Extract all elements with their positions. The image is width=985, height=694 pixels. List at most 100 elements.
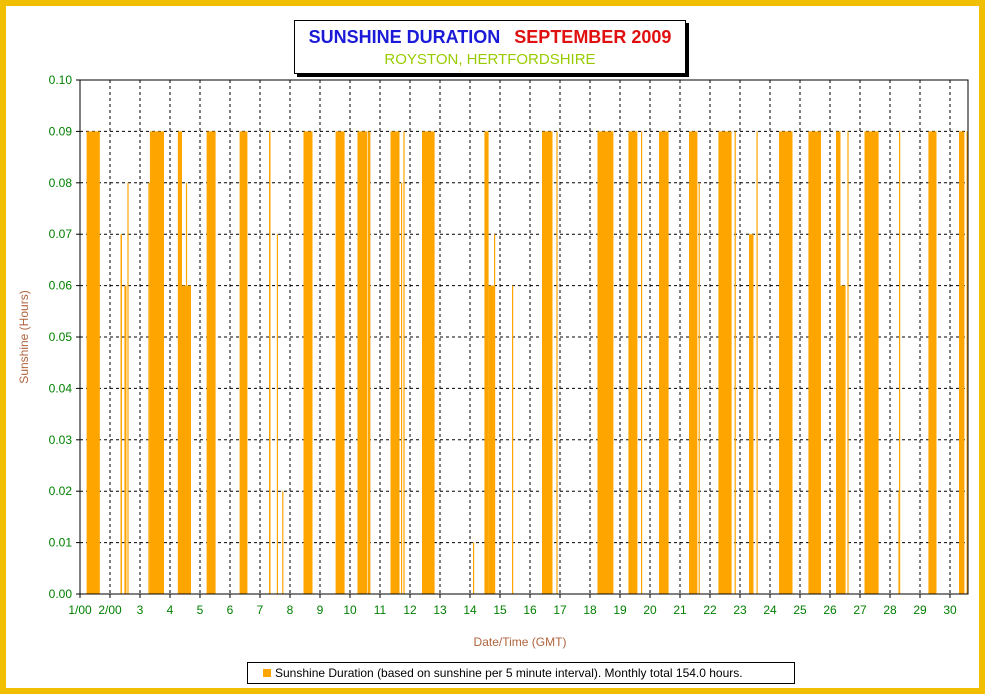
sunshine-bar <box>899 131 901 594</box>
bars <box>86 131 968 595</box>
legend-label: Sunshine Duration (based on sunshine per… <box>275 666 743 680</box>
x-tick-label: 1/00 <box>68 603 92 617</box>
x-tick-label: 25 <box>793 603 807 617</box>
x-tick-label: 30 <box>943 603 957 617</box>
sunshine-bar <box>124 285 127 594</box>
sunshine-bar <box>148 182 150 595</box>
sunshine-bar <box>597 131 614 594</box>
plot-border <box>79 79 969 595</box>
title-box: SUNSHINE DURATION SEPTEMBER 2009 ROYSTON,… <box>294 20 686 74</box>
x-tick-label: 18 <box>583 603 597 617</box>
sunshine-bar <box>269 131 271 594</box>
sunshine-bar <box>120 234 122 594</box>
sunshine-bar <box>864 131 879 594</box>
sunshine-bar <box>734 131 736 594</box>
x-tick-label: 5 <box>197 603 204 617</box>
y-tick-label: 0.02 <box>49 484 73 498</box>
x-tick-label: 2/00 <box>98 603 122 617</box>
sunshine-bar <box>689 131 698 594</box>
y-tick-label: 0.04 <box>49 381 73 395</box>
sunshine-bar <box>390 131 400 594</box>
sunshine-bar <box>698 182 700 595</box>
sunshine-bar <box>959 131 965 594</box>
chart-subtitle: ROYSTON, HERTFORDSHIRE <box>384 51 596 68</box>
chart-period: SEPTEMBER 2009 <box>514 27 672 47</box>
axes: 0.00 0.01 0.02 0.03 0.04 0.05 0.06 0.07 0.08 0.09… <box>49 73 969 617</box>
y-tick-label: 0.10 <box>49 73 73 87</box>
x-tick-label: 29 <box>913 603 927 617</box>
sunshine-bar <box>659 131 669 594</box>
sunshine-bar <box>401 182 403 595</box>
legend-swatch <box>263 669 271 677</box>
x-tick-label: 19 <box>613 603 627 617</box>
legend: Sunshine Duration (based on sunshine per… <box>247 662 795 684</box>
sunshine-bar <box>127 182 129 595</box>
sunshine-bar <box>840 285 846 594</box>
sunshine-bar <box>898 491 900 594</box>
x-tick-label: 24 <box>763 603 777 617</box>
x-tick-label: 22 <box>703 603 717 617</box>
x-tick-label: 21 <box>673 603 687 617</box>
chart-title: SUNSHINE DURATION <box>308 27 501 47</box>
sunshine-bar <box>546 182 548 595</box>
sunshine-bar <box>628 131 638 594</box>
x-tick-label: 27 <box>853 603 867 617</box>
sunshine-bar <box>357 131 368 594</box>
x-tick-label: 13 <box>433 603 447 617</box>
sunshine-bar <box>928 131 937 594</box>
sunshine-bar <box>484 131 489 594</box>
y-tick-label: 0.05 <box>49 330 73 344</box>
x-tick-label: 17 <box>553 603 567 617</box>
sunshine-bar <box>335 131 345 594</box>
sunshine-bar <box>641 131 643 594</box>
x-tick-label: 15 <box>493 603 507 617</box>
sunshine-bar <box>206 131 216 594</box>
sunshine-bar <box>756 131 758 594</box>
x-tick-label: 10 <box>343 603 357 617</box>
sunshine-bar <box>488 285 494 594</box>
sunshine-bar <box>403 131 405 594</box>
x-tick-label: 4 <box>167 603 174 617</box>
sunshine-bar <box>86 131 100 594</box>
x-tick-label: 14 <box>463 603 477 617</box>
y-tick-label: 0.03 <box>49 433 73 447</box>
x-tick-label: 16 <box>523 603 537 617</box>
sunshine-bar <box>177 131 182 594</box>
sunshine-bar <box>282 491 284 594</box>
y-tick-label: 0.00 <box>49 587 73 601</box>
sunshine-bar <box>966 131 968 594</box>
x-tick-label: 3 <box>137 603 144 617</box>
sunshine-bar <box>779 131 793 594</box>
x-tick-label: 23 <box>733 603 747 617</box>
x-tick-label: 9 <box>317 603 324 617</box>
sunshine-bar <box>718 131 732 594</box>
sunshine-bar <box>422 131 435 594</box>
y-tick-label: 0.01 <box>49 536 73 550</box>
sunshine-bar <box>276 234 278 594</box>
y-tick-label: 0.06 <box>49 279 73 293</box>
sunshine-bar <box>512 285 514 594</box>
x-tick-label: 12 <box>403 603 417 617</box>
y-tick-label: 0.07 <box>49 227 73 241</box>
y-tick-label: 0.08 <box>49 176 73 190</box>
sunshine-bar <box>847 131 849 594</box>
sunshine-bar <box>303 131 313 594</box>
x-tick-label: 20 <box>643 603 657 617</box>
title-line: SUNSHINE DURATION SEPTEMBER 2009 <box>295 27 685 48</box>
x-tick-label: 28 <box>883 603 897 617</box>
sunshine-bar <box>556 131 558 594</box>
sunshine-bar <box>749 234 754 594</box>
sunshine-bar <box>494 234 496 594</box>
x-tick-label: 7 <box>257 603 264 617</box>
x-tick-label: 11 <box>374 603 387 617</box>
sunshine-bar <box>149 131 164 594</box>
sunshine-bar <box>836 131 841 594</box>
x-tick-label: 6 <box>227 603 234 617</box>
y-tick-label: 0.09 <box>49 124 73 138</box>
x-axis-label: Date/Time (GMT) <box>474 635 567 649</box>
sunshine-bar <box>242 234 245 594</box>
sunshine-bar <box>473 542 475 594</box>
sunshine-bar <box>368 131 371 594</box>
sunshine-bar <box>185 182 188 595</box>
